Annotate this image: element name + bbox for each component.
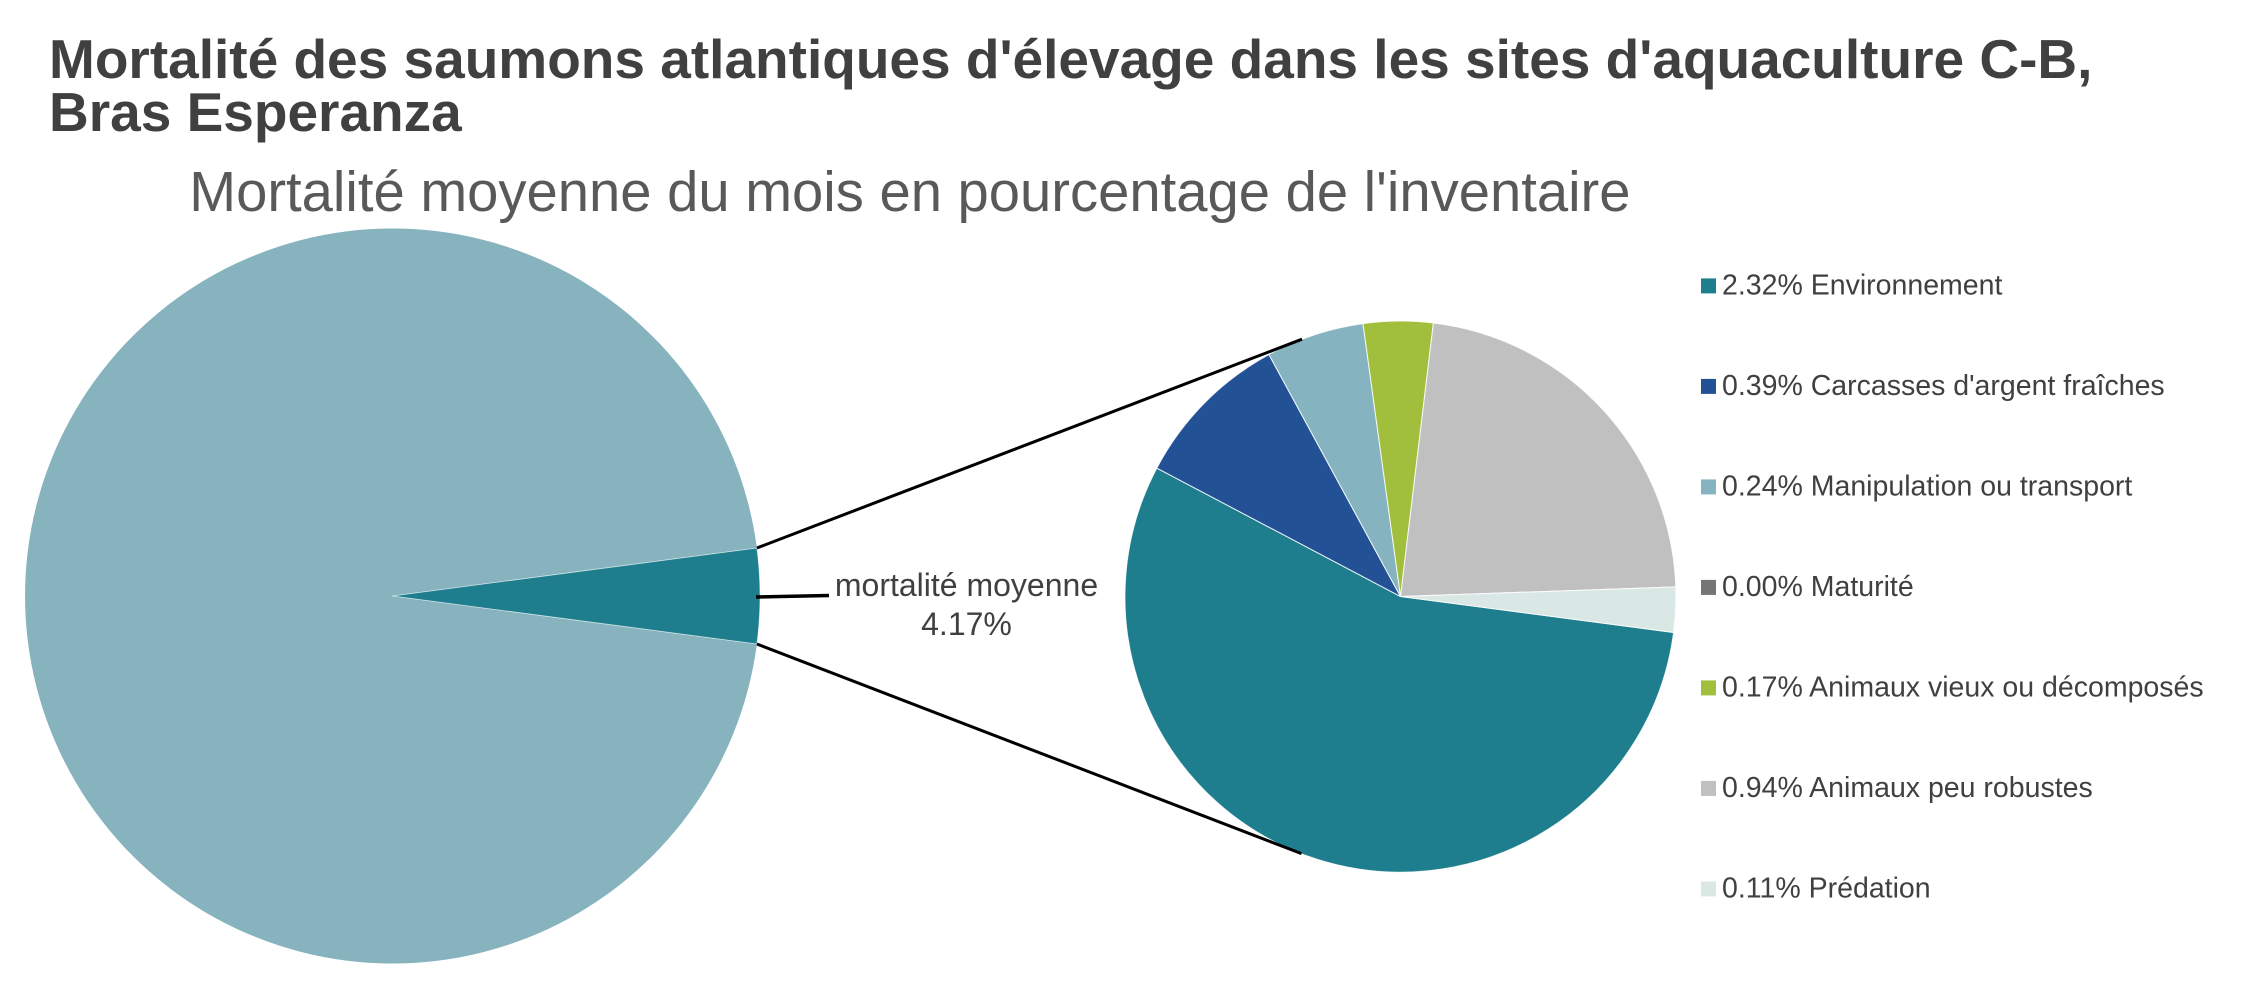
svg-text:Mortalité des saumons atlantiq: Mortalité des saumons atlantiques d'élev… [49,28,2092,90]
svg-text:0.11% Prédation: 0.11% Prédation [1722,873,1931,905]
svg-text:0.24% Manipulation ou transpor: 0.24% Manipulation ou transport [1722,471,2132,503]
svg-text:0.94% Animaux peu robustes: 0.94% Animaux peu robustes [1722,772,2093,804]
svg-text:2.32% Environnement: 2.32% Environnement [1722,270,2003,302]
svg-text:0.39% Carcasses d'argent fraîc: 0.39% Carcasses d'argent fraîches [1722,370,2165,402]
svg-text:mortalité moyenne: mortalité moyenne [835,567,1098,603]
svg-text:Bras Esperanza: Bras Esperanza [49,81,462,143]
svg-text:Mortalité moyenne du mois en p: Mortalité moyenne du mois en pourcentage… [189,160,1630,223]
svg-text:4.17%: 4.17% [921,606,1012,642]
svg-text:0.00% Maturité: 0.00% Maturité [1722,571,1914,603]
svg-text:0.17% Animaux vieux ou décompo: 0.17% Animaux vieux ou décomposés [1722,672,2204,704]
